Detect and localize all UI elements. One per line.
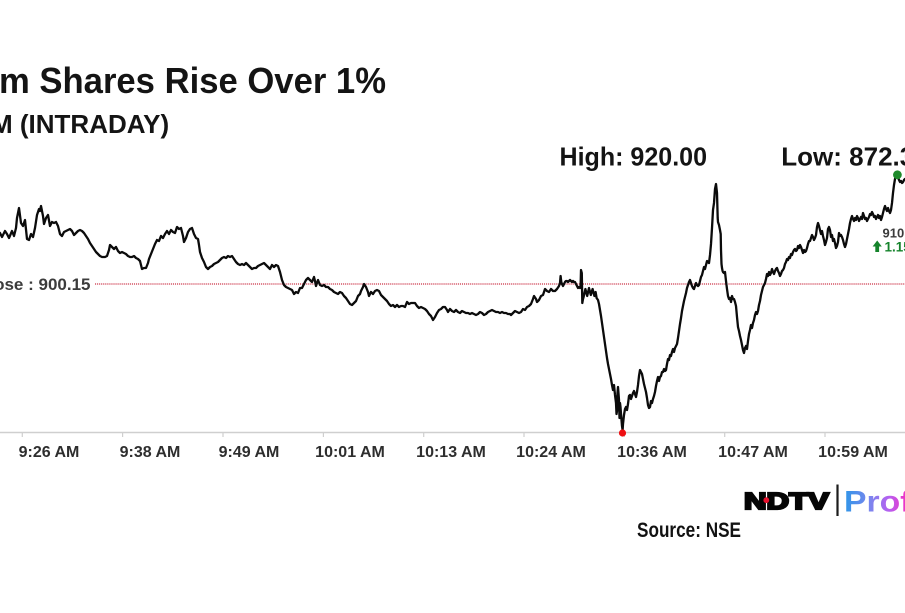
svg-text:10:01 AM: 10:01 AM xyxy=(315,444,385,461)
svg-text:m Shares Rise Over 1%: m Shares Rise Over 1% xyxy=(0,60,386,101)
svg-text:10:13 AM: 10:13 AM xyxy=(416,444,486,461)
svg-text:10:36 AM: 10:36 AM xyxy=(617,444,687,461)
svg-text:NDTV: NDTV xyxy=(744,488,830,514)
svg-text:10:59 AM: 10:59 AM xyxy=(818,444,888,461)
svg-text:Low: 872.35: Low: 872.35 xyxy=(781,142,905,172)
svg-text:9:38 AM: 9:38 AM xyxy=(120,444,181,461)
svg-text:Profit: Profit xyxy=(844,486,905,519)
svg-text:910.25: 910.25 xyxy=(883,226,905,241)
svg-text:10:24 AM: 10:24 AM xyxy=(516,444,586,461)
svg-text:9:49 AM: 9:49 AM xyxy=(219,444,280,461)
svg-text:Source: NSE: Source: NSE xyxy=(637,519,741,542)
svg-text:1.15%: 1.15% xyxy=(885,240,905,255)
svg-text:M (INTRADAY): M (INTRADAY) xyxy=(0,109,169,139)
svg-text:ose : 900.15: ose : 900.15 xyxy=(0,275,91,294)
svg-text:9:26 AM: 9:26 AM xyxy=(19,444,80,461)
svg-text:High: 920.00: High: 920.00 xyxy=(560,142,708,172)
svg-text:10:47 AM: 10:47 AM xyxy=(718,444,788,461)
